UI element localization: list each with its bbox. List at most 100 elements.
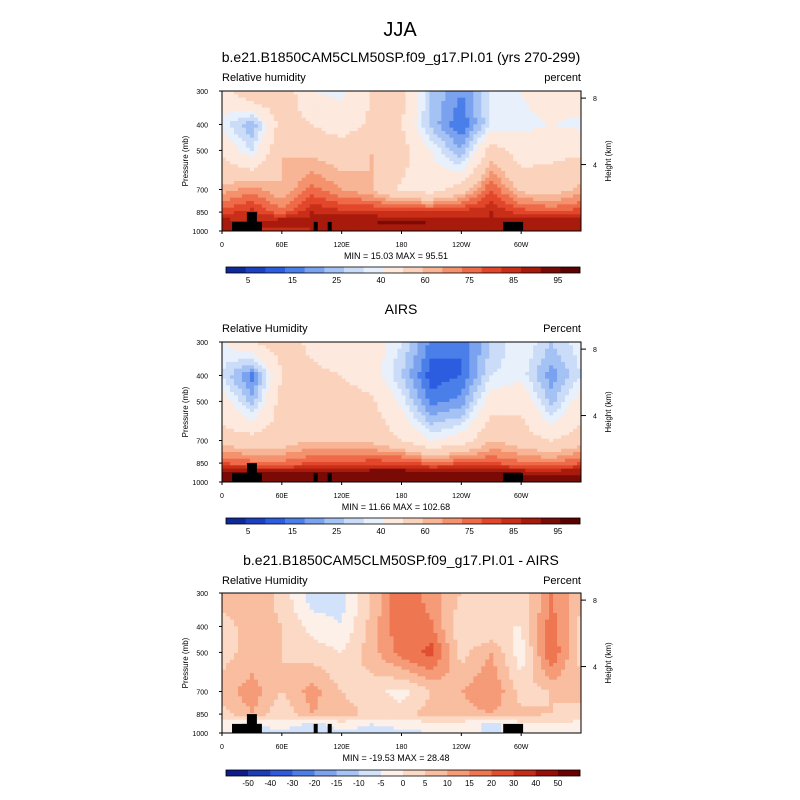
field-cell — [441, 104, 446, 109]
field-cell — [293, 204, 299, 209]
field-cell — [229, 141, 235, 145]
field-cell — [321, 161, 327, 165]
field-cell — [337, 372, 343, 376]
field-cell — [489, 97, 494, 102]
field-cell — [533, 154, 538, 159]
field-cell — [273, 117, 279, 122]
field-cell — [537, 342, 542, 346]
field-cell — [429, 101, 434, 105]
field-cell — [309, 174, 315, 179]
field-cell — [405, 111, 410, 115]
field-cell — [321, 147, 327, 152]
field-cell — [541, 94, 546, 99]
field-cell — [521, 104, 526, 109]
field-cell — [405, 114, 410, 119]
field-cell — [413, 124, 418, 129]
field-cell — [553, 365, 558, 370]
field-cell — [445, 227, 450, 232]
field-cell — [433, 121, 438, 125]
field-cell — [525, 217, 530, 222]
field-cell — [449, 204, 454, 209]
field-cell — [405, 177, 410, 182]
field-cell — [337, 111, 343, 115]
field-cell — [425, 352, 430, 356]
field-cell — [325, 355, 331, 360]
field-cell — [393, 224, 398, 229]
field-cell — [505, 201, 510, 205]
field-cell — [377, 372, 382, 376]
field-cell — [289, 157, 295, 162]
field-cell — [353, 365, 359, 370]
field-cell — [409, 174, 414, 179]
field-cell — [577, 174, 582, 179]
field-cell — [461, 174, 466, 179]
field-cell — [565, 177, 570, 182]
field-cell — [565, 224, 570, 229]
field-cell — [409, 94, 414, 99]
field-cell — [557, 355, 562, 360]
field-cell — [245, 348, 251, 353]
field-cell — [557, 375, 562, 380]
field-cell — [433, 134, 438, 139]
field-cell — [437, 111, 442, 115]
field-cell — [349, 187, 355, 192]
field-cell — [441, 181, 446, 185]
field-cell — [261, 362, 267, 366]
field-cell — [545, 154, 550, 159]
field-cell — [457, 171, 462, 175]
field-cell — [222, 121, 227, 125]
field-cell — [541, 375, 546, 380]
field-cell — [457, 107, 462, 112]
field-cell — [485, 94, 490, 99]
field-cell — [237, 177, 243, 182]
field-cell — [337, 157, 343, 162]
field-cell — [457, 368, 462, 373]
field-cell — [409, 127, 414, 132]
field-cell — [557, 144, 562, 149]
field-cell — [509, 365, 514, 370]
field-cell — [293, 141, 299, 145]
field-cell — [341, 147, 347, 152]
field-cell — [293, 117, 299, 122]
field-cell — [569, 141, 574, 145]
field-cell — [289, 107, 295, 112]
field-cell — [297, 187, 303, 192]
field-cell — [517, 355, 522, 360]
field-cell — [253, 164, 259, 169]
field-cell — [505, 104, 510, 109]
field-cell — [361, 224, 366, 229]
field-cell — [529, 355, 534, 360]
field-cell — [293, 378, 299, 383]
field-cell — [257, 372, 263, 376]
field-cell — [533, 101, 538, 105]
field-cell — [405, 171, 410, 175]
field-cell — [245, 131, 251, 135]
field-cell — [577, 117, 582, 122]
field-cell — [441, 114, 446, 119]
field-cell — [529, 348, 534, 353]
field-cell — [349, 355, 355, 360]
field-cell — [281, 127, 287, 132]
field-cell — [465, 134, 470, 139]
field-cell — [417, 181, 422, 185]
field-cell — [253, 151, 259, 155]
field-cell — [461, 382, 466, 386]
field-cell — [361, 342, 366, 346]
field-cell — [405, 97, 410, 102]
field-cell — [285, 151, 291, 155]
field-cell — [509, 375, 514, 380]
field-cell — [365, 352, 370, 356]
field-cell — [305, 201, 311, 205]
field-cell — [233, 147, 239, 152]
field-cell — [577, 94, 582, 99]
field-cell — [277, 151, 283, 155]
field-cell — [345, 375, 351, 380]
field-cell — [373, 345, 378, 350]
field-cell — [313, 104, 319, 109]
field-cell — [485, 124, 490, 129]
field-cell — [561, 174, 566, 179]
field-cell — [261, 207, 267, 212]
field-cell — [433, 127, 438, 132]
field-cell — [533, 164, 538, 169]
field-cell — [273, 167, 279, 172]
